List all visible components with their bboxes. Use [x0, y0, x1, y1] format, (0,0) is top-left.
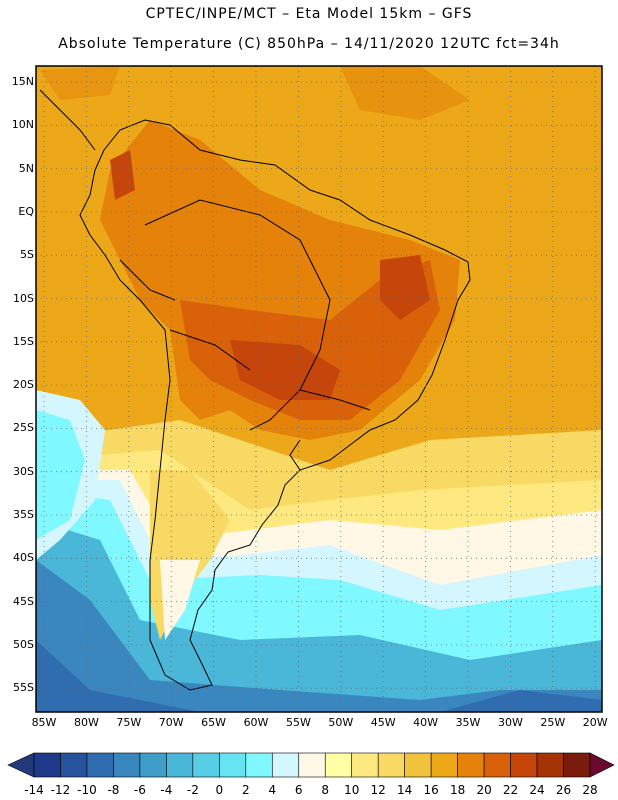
colorbar-label: 12 [370, 783, 386, 797]
longitude-label: 65W [201, 716, 227, 729]
colorbar-label: 28 [582, 783, 598, 797]
latitude-label: 55S [13, 681, 34, 695]
colorbar-swatch [430, 752, 458, 778]
colorbar-label: 14 [397, 783, 413, 797]
latitude-label: 15S [13, 334, 34, 348]
colorbar-swatch [563, 752, 591, 778]
colorbar [7, 752, 615, 778]
field-cold-band [36, 520, 602, 712]
colorbar-swatch [298, 752, 326, 778]
latitude-label: 30S [13, 464, 34, 478]
map-subtitle: Absolute Temperature (C) 850hPa – 14/11/… [58, 36, 560, 52]
longitude-label: 20W [582, 716, 608, 729]
colorbar-swatch [192, 752, 220, 778]
latitude-label: 50S [13, 637, 34, 651]
colorbar-swatch [324, 752, 353, 778]
colorbar-label: 24 [529, 783, 545, 797]
latitude-label: 15N [11, 75, 34, 88]
longitude-label: 55W [285, 716, 311, 729]
latitude-label: 10N [11, 118, 34, 132]
colorbar-under-arrow [7, 752, 35, 778]
longitude-label: 45W [370, 716, 396, 729]
field-deep-cold-west [36, 640, 200, 712]
colorbar-label: -2 [186, 783, 199, 797]
colorbar-label: 0 [215, 783, 224, 797]
colorbar-swatch [33, 752, 61, 778]
colorbar-swatch [86, 752, 114, 778]
latitude-label: 10S [13, 291, 34, 305]
colorbar-over-arrow [589, 752, 615, 778]
longitude-label: 70W [158, 716, 184, 729]
colorbar-swatch [245, 752, 273, 778]
coastlines [39, 89, 471, 691]
colorbar-swatch [166, 752, 194, 778]
colorbar-label: 8 [321, 783, 330, 797]
colorbar-label: 26 [555, 783, 572, 797]
longitude-label: 80W [73, 716, 99, 729]
border-peru [119, 259, 176, 301]
colorbar-label: -4 [160, 783, 173, 797]
colorbar-label: 16 [423, 783, 439, 797]
latitude-label: 35S [13, 508, 34, 521]
field-caribbean [40, 66, 120, 100]
map-title: CPTEC/INPE/MCT – Eta Model 15km – GFS [145, 6, 473, 22]
colorbar-label: 20 [476, 783, 492, 797]
field-deep-cold-east [440, 690, 602, 712]
colorbar-label: -10 [77, 783, 97, 797]
south-america-coast [79, 119, 471, 691]
longitude-label: 75W [116, 716, 142, 729]
latitude-label: 20S [13, 378, 34, 392]
latitude-label: EQ [18, 204, 34, 218]
temperature-field [36, 66, 602, 712]
colorbar-label: -14 [24, 783, 44, 797]
colorbar-label: -8 [107, 783, 120, 797]
field-patagonia-pale [160, 560, 200, 640]
longitude-label: 40W [413, 716, 439, 729]
longitude-label: 30W [497, 716, 523, 729]
border-brazil-west [144, 199, 331, 431]
field-pacific-cyan [36, 410, 85, 540]
colorbar-swatch [457, 752, 485, 778]
colorbar-label: 2 [241, 783, 250, 797]
map-frame [35, 65, 603, 713]
latitude-label: 40S [13, 551, 34, 565]
colorbar-swatch [351, 752, 379, 778]
colorbar-swatch [60, 752, 88, 778]
colorbar-swatch [483, 752, 511, 778]
colorbar-label: 6 [294, 783, 303, 797]
colorbar-swatch [536, 752, 564, 778]
colorbar-label: -12 [50, 783, 71, 797]
colorbar-label: 22 [502, 783, 519, 797]
field-ne-hot [380, 255, 430, 320]
colorbar-swatch [219, 752, 247, 778]
latitude-label: 25S [13, 421, 34, 435]
colorbar-label: 18 [449, 783, 466, 797]
border-south-brazil [299, 389, 371, 411]
border-bolivia [169, 329, 251, 371]
colorbar-swatch [271, 752, 300, 778]
border-uruguay [289, 439, 301, 471]
colorbar-label: 4 [268, 783, 277, 797]
colorbar-swatch [377, 752, 405, 778]
latitude-label: 5S [20, 248, 34, 262]
central-america-coast [39, 89, 96, 151]
colorbar-swatch [510, 752, 538, 778]
colorbar-swatch [139, 752, 167, 778]
colorbar-label: -6 [133, 783, 146, 797]
longitude-label: 85W [31, 716, 57, 729]
colorbar-label: 10 [344, 783, 360, 797]
longitude-label: 35W [455, 716, 481, 729]
latitude-label: 45S [13, 594, 34, 608]
field-north-atlantic [340, 66, 470, 120]
longitude-label: 25W [540, 716, 566, 729]
longitude-label: 50W [328, 716, 354, 729]
longitude-label: 60W [243, 716, 269, 729]
field-colombia-hot [110, 150, 135, 200]
field-hottest-core [230, 340, 340, 400]
colorbar-swatch [113, 752, 141, 778]
colorbar-swatch [404, 752, 432, 778]
latitude-label: 5N [18, 161, 34, 175]
